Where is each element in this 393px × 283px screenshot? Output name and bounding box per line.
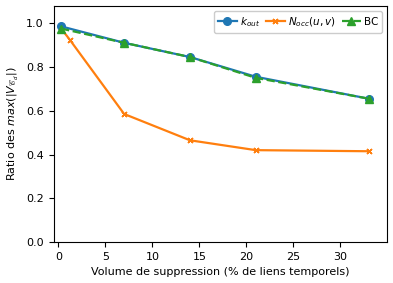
X-axis label: Volume de suppression (% de liens temporels): Volume de suppression (% de liens tempor… bbox=[91, 267, 350, 277]
Line: $k_{out}$: $k_{out}$ bbox=[57, 23, 373, 102]
$N_{occ}(u, v)$ bbox=[59, 27, 64, 30]
$N_{occ}(u, v)$ bbox=[122, 112, 127, 116]
$k_{out}$ bbox=[122, 41, 127, 44]
$k_{out}$ bbox=[59, 25, 64, 28]
$k_{out}$ bbox=[253, 75, 258, 78]
$N_{occ}(u, v)$ bbox=[67, 38, 72, 41]
Y-axis label: Ratio des $max(|V_{\mathscr{C}_d}|)$: Ratio des $max(|V_{\mathscr{C}_d}|)$ bbox=[6, 67, 20, 181]
Line: BC: BC bbox=[57, 25, 373, 102]
$k_{out}$ bbox=[366, 97, 371, 100]
$N_{occ}(u, v)$ bbox=[187, 139, 192, 142]
BC bbox=[59, 27, 64, 30]
Line: $N_{occ}(u, v)$: $N_{occ}(u, v)$ bbox=[58, 25, 372, 155]
$N_{occ}(u, v)$ bbox=[253, 149, 258, 152]
BC bbox=[253, 76, 258, 80]
$k_{out}$ bbox=[187, 55, 192, 59]
BC bbox=[122, 41, 127, 44]
$N_{occ}(u, v)$ bbox=[366, 149, 371, 153]
Legend: $k_{out}$, $N_{occ}(u, v)$, BC: $k_{out}$, $N_{occ}(u, v)$, BC bbox=[214, 11, 382, 33]
BC bbox=[187, 55, 192, 59]
BC bbox=[366, 97, 371, 100]
